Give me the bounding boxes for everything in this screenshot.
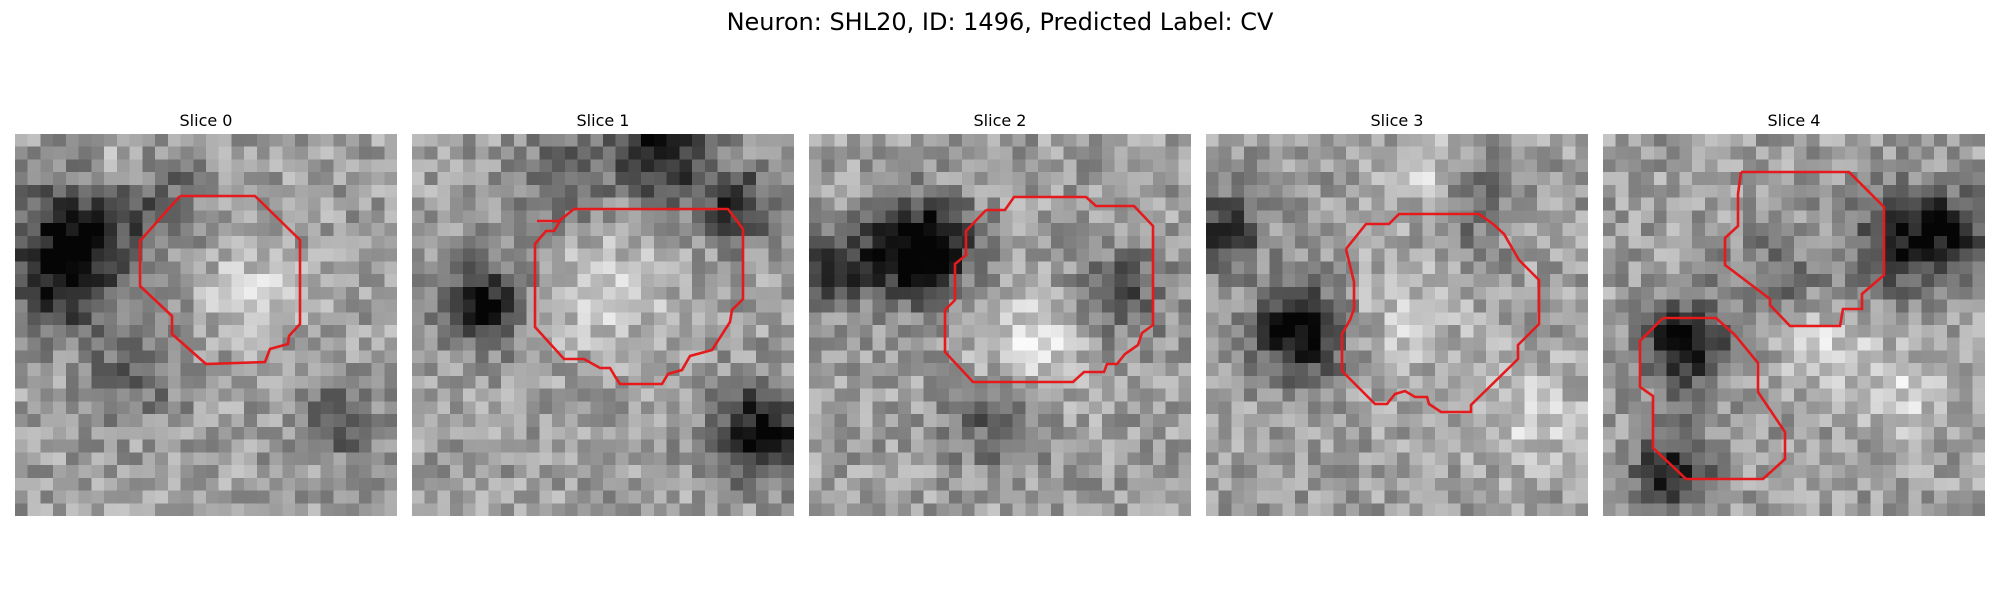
slice-title-1: Slice 1 — [576, 111, 630, 130]
slice-image-0 — [15, 134, 397, 516]
slice-title-0: Slice 0 — [179, 111, 233, 130]
slice-image-2 — [809, 134, 1191, 516]
roi-outline-0 — [138, 194, 302, 366]
slice-image-1 — [412, 134, 794, 516]
roi-outline-2 — [943, 195, 1155, 384]
roi-contour — [138, 194, 302, 366]
slice-panel-0: Slice 0 — [15, 108, 397, 516]
slice-panel-3: Slice 3 — [1206, 108, 1588, 516]
roi-contour — [943, 195, 1155, 384]
slice-panel-2: Slice 2 — [809, 108, 1191, 516]
roi-outline-3 — [1340, 212, 1541, 414]
roi-contour — [1723, 170, 1886, 328]
slice-panel-1: Slice 1 — [412, 108, 794, 516]
roi-outline-4 — [1638, 170, 1886, 481]
roi-contour — [1340, 212, 1541, 414]
roi-contour — [1638, 316, 1787, 481]
slice-title-4: Slice 4 — [1767, 111, 1821, 130]
slice-title-3: Slice 3 — [1370, 111, 1424, 130]
figure-title: Neuron: SHL20, ID: 1496, Predicted Label… — [726, 8, 1274, 36]
roi-outline-1 — [533, 207, 745, 386]
slice-image-3 — [1206, 134, 1588, 516]
slice-panel-4: Slice 4 — [1603, 108, 1985, 516]
slice-title-2: Slice 2 — [973, 111, 1027, 130]
roi-contour — [533, 207, 745, 386]
